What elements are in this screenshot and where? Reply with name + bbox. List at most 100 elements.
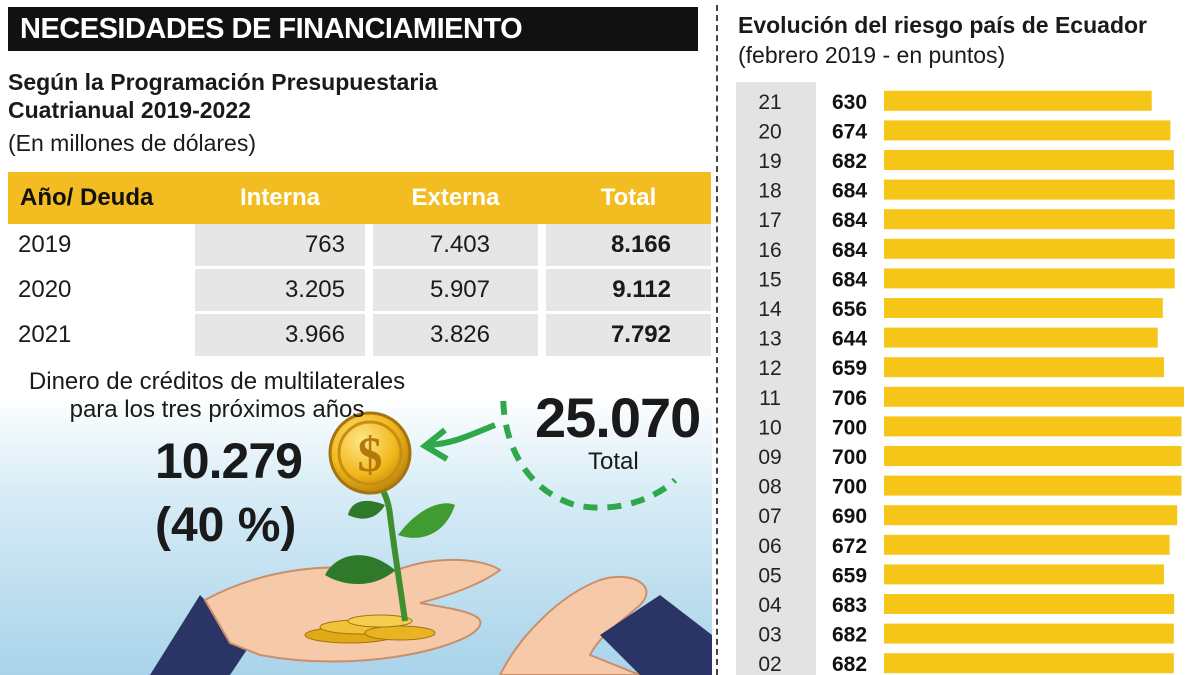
day-label: 06	[758, 535, 781, 558]
column-header-interna: Interna	[195, 172, 365, 224]
day-label: 21	[758, 91, 781, 114]
value-label: 630	[832, 91, 867, 114]
chart-subtitle: (febrero 2019 - en puntos)	[738, 42, 1006, 68]
value-label: 684	[832, 209, 867, 232]
day-label: 05	[758, 564, 781, 587]
financing-panel: NECESIDADES DE FINANCIAMIENTO Según la P…	[0, 7, 712, 675]
value-label: 682	[832, 150, 867, 173]
cell-interna: 3.205	[195, 269, 365, 314]
value-label: 682	[832, 624, 867, 647]
credits-line2: para los tres próximos años	[69, 396, 365, 423]
cell-year: 2020	[8, 269, 195, 314]
sleeve-icon	[150, 595, 250, 675]
risk-bar	[884, 179, 1175, 200]
value-label: 672	[832, 535, 867, 558]
risk-bar	[884, 534, 1170, 555]
total-label: Total	[588, 448, 639, 475]
risk-bar	[884, 386, 1184, 407]
day-label: 09	[758, 446, 781, 469]
day-label: 19	[758, 150, 781, 173]
cell-year: 2019	[8, 224, 195, 269]
column-header-externa: Externa	[373, 172, 538, 224]
day-label: 02	[758, 653, 781, 675]
cell-interna: 3.966	[195, 314, 365, 359]
day-label-strip	[736, 82, 816, 675]
arrowhead-icon	[419, 427, 449, 462]
value-label: 683	[832, 594, 867, 617]
risk-bar	[884, 209, 1175, 230]
chart-title: Evolución del riesgo país de Ecuador	[738, 12, 1147, 38]
dollar-coin-icon: $	[328, 411, 412, 495]
cell-year: 2021	[8, 314, 195, 359]
credits-percent: (40 %)	[155, 499, 297, 552]
value-label: 706	[832, 387, 867, 410]
value-label: 700	[832, 476, 867, 499]
header-gap	[365, 172, 373, 224]
risk-bar	[884, 238, 1175, 259]
cell-externa: 5.907	[373, 269, 538, 314]
value-label: 690	[832, 505, 867, 528]
cell-interna: 763	[195, 224, 365, 269]
value-label: 659	[832, 357, 867, 380]
value-label: 644	[832, 328, 867, 351]
leaf-top-icon	[348, 500, 385, 519]
risk-bar	[884, 653, 1174, 674]
day-label: 17	[758, 209, 781, 232]
value-label: 700	[832, 416, 867, 439]
cell-gap	[538, 224, 546, 269]
credits-caption: Dinero de créditos de multilaterales par…	[12, 368, 422, 424]
risk-bar	[884, 446, 1182, 466]
coin-symbol: $	[358, 426, 383, 482]
risk-bar	[884, 327, 1158, 348]
right-sleeve-icon	[600, 595, 712, 675]
value-label: 682	[832, 653, 867, 675]
cell-gap	[365, 314, 373, 359]
cell-externa: 3.826	[373, 314, 538, 359]
debt-table: Año/ Deuda Interna Externa Total 2019 76…	[8, 172, 711, 359]
leaf-left-icon	[325, 555, 395, 585]
cell-total: 7.792	[546, 314, 711, 359]
risk-bar-chart: 21 630 20 674 19 682 18 684 17 684 16 684 15 684 14 656…	[758, 90, 1184, 675]
cell-gap	[538, 269, 546, 314]
day-label: 12	[758, 357, 781, 380]
column-header-year: Año/ Deuda	[8, 172, 195, 224]
value-label: 656	[832, 298, 867, 321]
risk-bar	[884, 594, 1175, 614]
table-header-row: Año/ Deuda Interna Externa Total	[8, 172, 711, 224]
table-row: 2021 3.966 3.826 7.792	[8, 314, 711, 359]
illustration-hands-plant: $	[0, 395, 712, 675]
leaf-right-icon	[398, 503, 455, 538]
value-label: 659	[832, 564, 867, 587]
day-label: 14	[758, 298, 782, 321]
cell-total: 8.166	[546, 224, 711, 269]
day-label: 07	[758, 505, 781, 528]
risk-bar	[884, 120, 1171, 141]
column-header-total: Total	[546, 172, 711, 224]
subtitle-line1: Según la Programación Presupuestaria	[8, 69, 438, 95]
day-label: 15	[758, 268, 781, 291]
value-label: 684	[832, 268, 867, 291]
credits-value: 10.279	[155, 433, 303, 489]
cell-gap	[365, 269, 373, 314]
units-label: (En millones de dólares)	[8, 130, 257, 156]
dashed-arc-icon	[500, 395, 678, 511]
value-label: 674	[832, 120, 867, 143]
risk-bar	[884, 90, 1152, 111]
coin-pile-icon	[304, 614, 436, 644]
header-gap	[538, 172, 546, 224]
day-label: 13	[758, 328, 781, 351]
day-label: 08	[758, 476, 781, 499]
arrow-icon	[429, 422, 497, 448]
credits-line1: Dinero de créditos de multilaterales	[28, 368, 406, 395]
day-label: 11	[759, 387, 781, 410]
risk-bar	[884, 298, 1163, 318]
cell-gap	[538, 314, 546, 359]
day-label: 20	[758, 120, 781, 143]
day-label: 10	[758, 416, 781, 439]
value-label: 684	[832, 180, 867, 203]
risk-bar	[884, 268, 1175, 289]
day-label: 03	[758, 624, 781, 647]
risk-bar	[884, 357, 1164, 378]
risk-bar	[884, 416, 1182, 437]
table-row: 2020 3.205 5.907 9.112	[8, 269, 711, 314]
